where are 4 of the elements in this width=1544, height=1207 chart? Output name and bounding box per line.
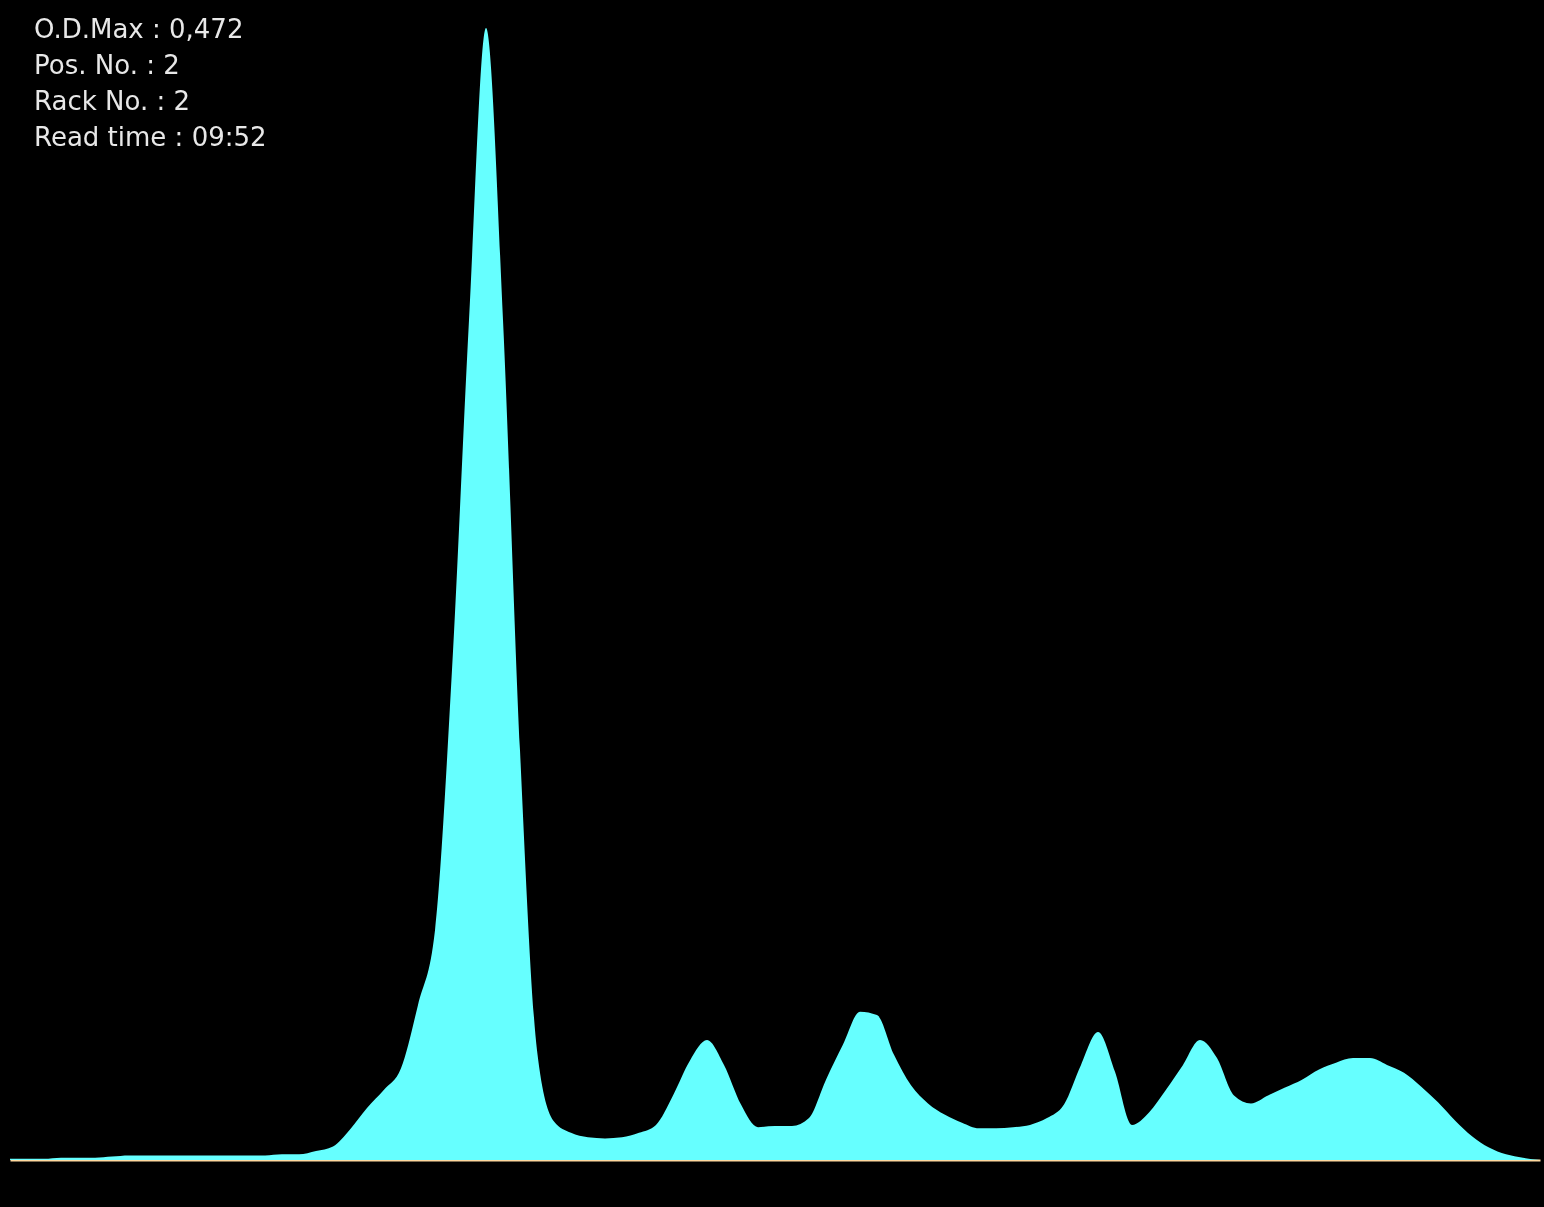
annotation: Rack No. : 2 xyxy=(34,86,191,116)
annotation: O.D.Max : 0,472 xyxy=(34,14,244,44)
annotation: Read time : 09:52 xyxy=(34,122,267,152)
annotation: Pos. No. : 2 xyxy=(34,50,180,80)
